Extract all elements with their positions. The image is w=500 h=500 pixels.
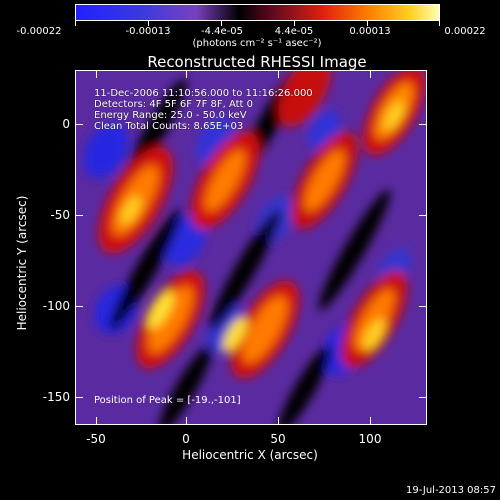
x-tick-label: 100 <box>358 432 382 446</box>
colorbar-tick <box>148 20 149 26</box>
y-tick <box>75 397 83 398</box>
energy-range-text: Energy Range: 25.0 - 50.0 keV <box>94 110 247 121</box>
colorbar-tick-label: 0.00022 <box>444 26 486 37</box>
y-tick-label: -50 <box>50 208 70 222</box>
y-axis-title: Heliocentric Y (arcsec) <box>15 195 29 331</box>
method-counts-text: Clean Total Counts: 8.65E+03 <box>94 121 244 132</box>
peak-position-text: Position of Peak = [-19.,-101] <box>94 395 241 406</box>
colorbar-tick <box>294 20 295 26</box>
x-tick <box>96 417 97 425</box>
plot-title: Reconstructed RHESSI Image <box>147 53 367 71</box>
x-tick <box>278 70 279 78</box>
y-tick <box>419 306 427 307</box>
colorbar-units: (photons cm⁻² s⁻¹ asec⁻²) <box>192 38 322 49</box>
y-tick-label: -100 <box>42 299 70 313</box>
x-tick <box>278 417 279 425</box>
colorbar <box>75 4 440 21</box>
colorbar-tick <box>221 20 222 26</box>
colorbar-tick-label: 4.4e-05 <box>274 26 314 37</box>
y-tick <box>419 215 427 216</box>
y-tick-label: 0 <box>62 117 70 131</box>
x-tick-label: 50 <box>270 432 286 446</box>
colorbar-tick-label: 0.00013 <box>349 26 391 37</box>
time-range-text: 11-Dec-2006 11:10:56.000 to 11:16:26.000 <box>94 88 313 99</box>
x-tick <box>186 417 187 425</box>
x-tick-label: 0 <box>182 432 190 446</box>
colorbar-tick-label: -4.4e-05 <box>201 26 243 37</box>
colorbar-tick <box>367 20 368 26</box>
colorbar-tick <box>75 20 76 26</box>
detectors-text: Detectors: 4F 5F 6F 7F 8F, Att 0 <box>94 99 254 110</box>
x-tick-label: -50 <box>86 432 106 446</box>
timestamp: 19-Jul-2013 08:57 <box>405 485 496 496</box>
y-tick <box>75 215 83 216</box>
y-tick-label: -150 <box>42 390 70 404</box>
image-plot: 11-Dec-2006 11:10:56.000 to 11:16:26.000… <box>75 70 427 425</box>
y-tick <box>419 124 427 125</box>
colorbar-tick <box>439 20 440 26</box>
colorbar-tick-label: -0.00022 <box>16 26 62 37</box>
y-tick <box>75 124 83 125</box>
y-tick <box>419 397 427 398</box>
x-tick <box>370 417 371 425</box>
x-tick <box>370 70 371 78</box>
x-tick <box>186 70 187 78</box>
y-tick <box>75 306 83 307</box>
x-tick <box>96 70 97 78</box>
rhessi-image <box>76 71 426 424</box>
colorbar-tick-label: -0.00013 <box>125 26 171 37</box>
x-axis-title: Heliocentric X (arcsec) <box>182 448 318 462</box>
